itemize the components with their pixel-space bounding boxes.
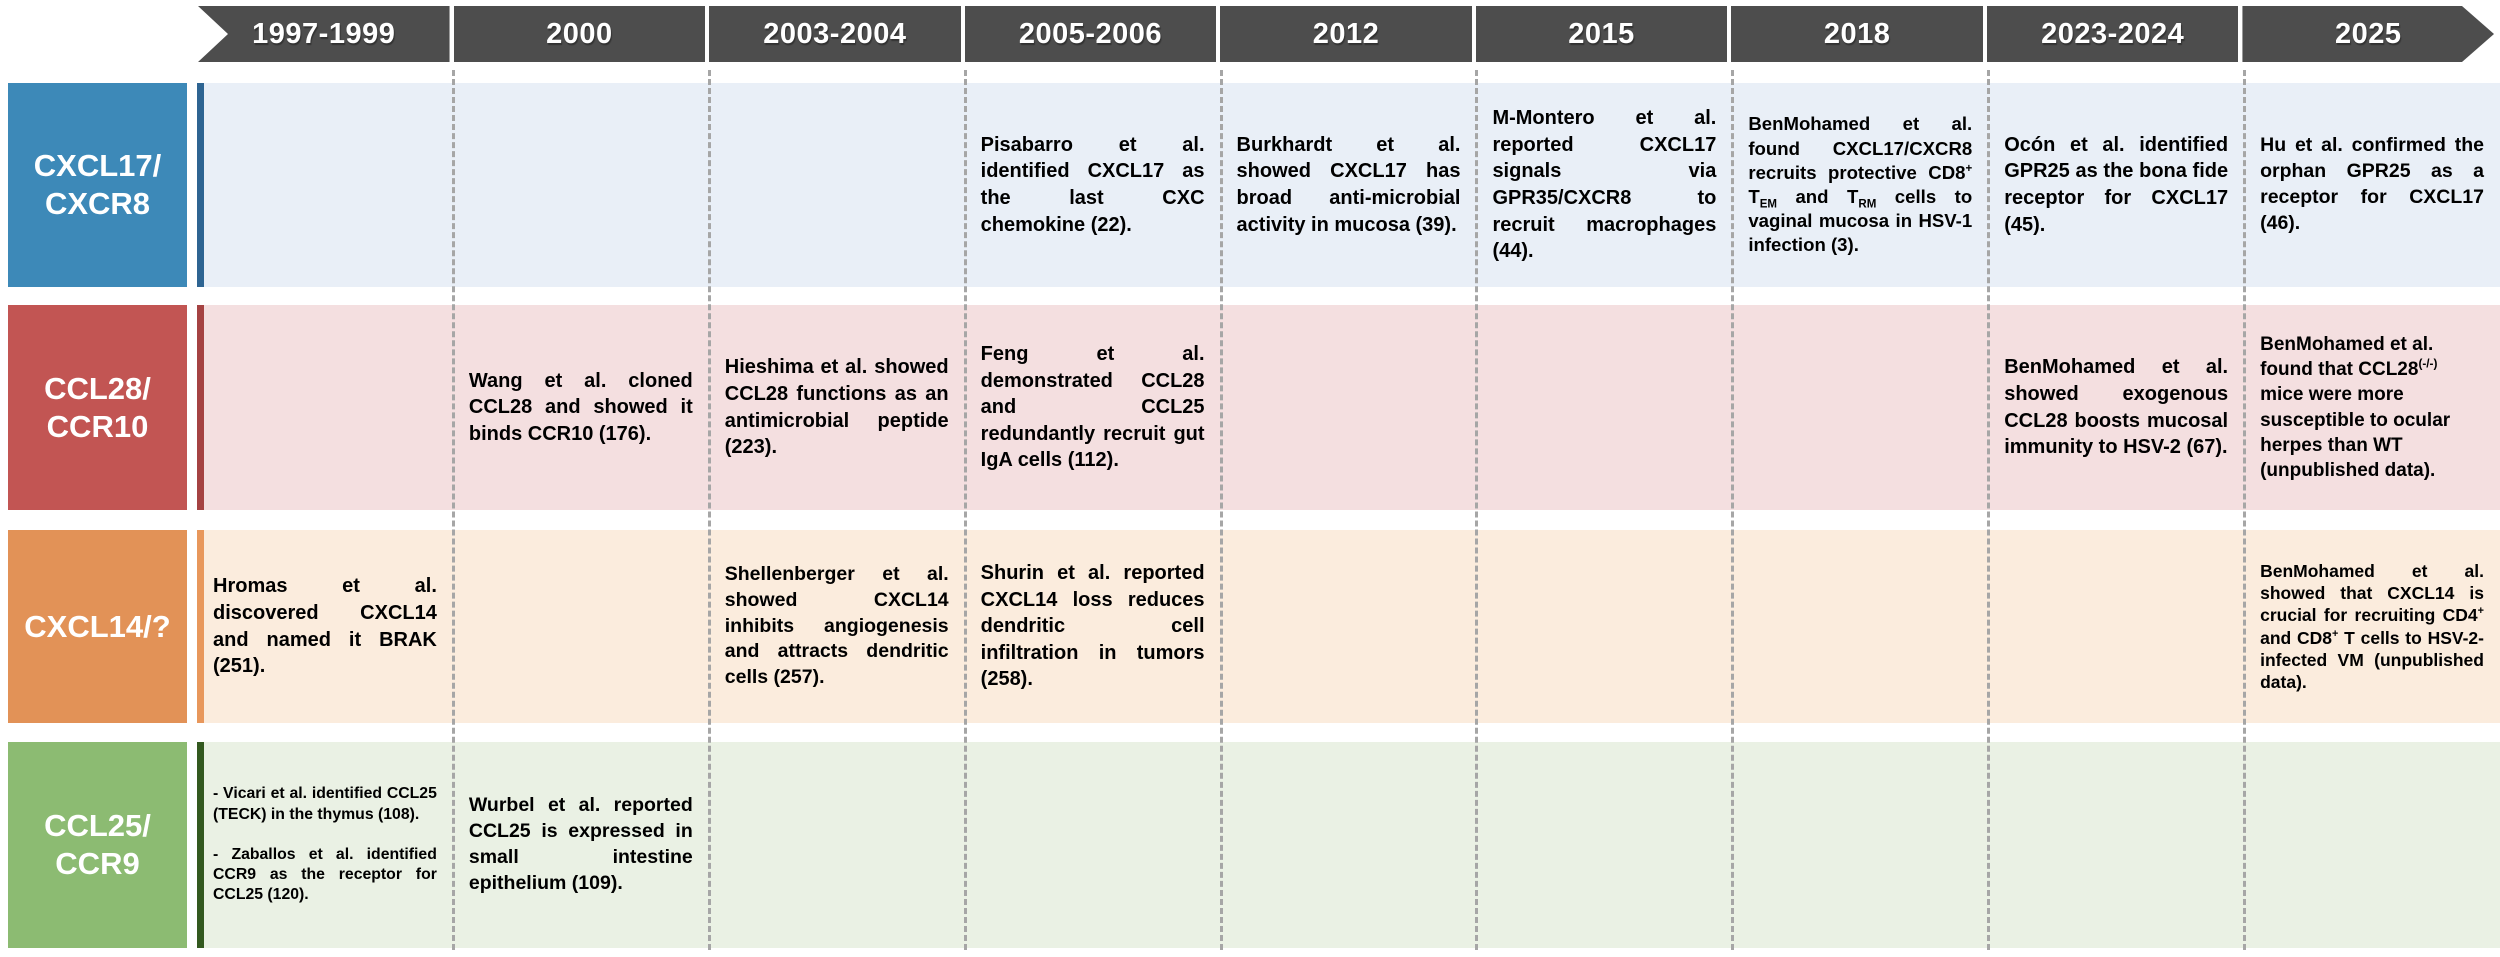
row-cxcl17-cxcr8: CXCL17/CXCR8 Pisabarro et al. identified…: [0, 83, 2500, 287]
timeline-period-2018: 2018: [1731, 6, 1983, 62]
row-accent-bar: [197, 305, 204, 510]
timeline-entry-wang: Wang et al. cloned CCL28 and showed it b…: [468, 369, 693, 445]
column-separator: [1987, 70, 1990, 950]
column-separator: [708, 70, 711, 950]
timeline-entry-benmohamed-2018: BenMohamed et al. found CXCL17/CXCR8 rec…: [1748, 113, 1973, 256]
timeline-entry-benmohamed-2023: BenMohamed et al. showed exogenous CCL28…: [2004, 356, 2229, 459]
timeline-entry-hromas: Hromas et al. discovered CXCL14 and name…: [213, 575, 437, 678]
row-label-text: CXCL14/?: [24, 608, 171, 644]
timeline-entry-feng: Feng et al. demonstrated CCL28 and CCL25…: [980, 343, 1205, 472]
timeline-entry-wurbel: Wurbel et al. reported CCL25 is expresse…: [468, 794, 693, 894]
timeline-entry-shurin: Shurin et al. reported CXCL14 loss reduc…: [980, 562, 1205, 691]
timeline-header: 1997-1999 2000 2003-2004 2005-2006 2012 …: [198, 6, 2494, 62]
row-band-cxcl14: Hromas et al. discovered CXCL14 and name…: [197, 530, 2500, 723]
timeline-entry-benmohamed-2025-cxcl14: BenMohamed et al. showed that CXCL14 is …: [2260, 561, 2484, 692]
row-band-ccl25-ccr9: - Vicari et al. identified CCL25 (TECK) …: [197, 742, 2500, 948]
timeline-period-2005-2006: 2005-2006: [964, 6, 1217, 62]
timeline-entry-hu: Hu et al. confirmed the orphan GPR25 as …: [2260, 134, 2484, 234]
timeline-period-2023-2024: 2023-2024: [1986, 6, 2239, 62]
column-separator: [1475, 70, 1478, 950]
timeline-period-2003-2004: 2003-2004: [709, 6, 961, 62]
timeline-entry-ocon: Ocón et al. identified GPR25 as the bona…: [2004, 133, 2229, 236]
row-band-cxcl17-cxcr8: Pisabarro et al. identified CXCL17 as th…: [197, 83, 2500, 287]
row-label-cxcl17-cxcr8: CXCL17/CXCR8: [8, 83, 187, 287]
column-separator: [452, 70, 455, 950]
timeline-entry-shellenberger: Shellenberger et al. showed CXCL14 inhib…: [724, 562, 949, 689]
timeline-period-2000: 2000: [453, 6, 706, 62]
timeline-entry-hieshima: Hieshima et al. showed CCL28 functions a…: [724, 356, 949, 459]
row-label-ccl25-ccr9: CCL25/CCR9: [8, 742, 187, 948]
column-separator: [2243, 70, 2246, 950]
row-label-cxcl14: CXCL14/?: [8, 530, 187, 723]
row-ccl25-ccr9: CCL25/CCR9 - Vicari et al. identified CC…: [0, 742, 2500, 948]
row-band-ccl28-ccr10: Wang et al. cloned CCL28 and showed it b…: [197, 305, 2500, 510]
row-cxcl14: CXCL14/? Hromas et al. discovered CXCL14…: [0, 530, 2500, 723]
row-accent-bar: [197, 742, 204, 948]
timeline-period-2015: 2015: [1475, 6, 1728, 62]
row-accent-bar: [197, 530, 204, 723]
column-separator: [964, 70, 967, 950]
timeline-period-2012: 2012: [1220, 6, 1472, 62]
timeline-entry-burkhardt: Burkhardt et al. showed CXCL17 has broad…: [1236, 133, 1461, 236]
row-label-text: CCL25/CCR9: [44, 808, 151, 881]
row-ccl28-ccr10: CCL28/CCR10 Wang et al. cloned CCL28 and…: [0, 305, 2500, 510]
timeline-entry-vicari-zaballos: - Vicari et al. identified CCL25 (TECK) …: [213, 785, 437, 904]
column-separator: [1220, 70, 1223, 950]
timeline-entry-pisabarro: Pisabarro et al. identified CXCL17 as th…: [980, 133, 1205, 236]
timeline-entry-m-montero: M-Montero et al. reported CXCL17 signals…: [1492, 107, 1717, 263]
timeline-entry-benmohamed-2025-ccl28: BenMohamed et al. found that CCL28(-/-) …: [2260, 333, 2451, 482]
row-label-text: CXCL17/CXCR8: [33, 148, 162, 221]
timeline-period-2025: 2025: [2242, 6, 2494, 62]
timeline-period-1997-1999: 1997-1999: [198, 6, 450, 62]
row-label-ccl28-ccr10: CCL28/CCR10: [8, 305, 187, 510]
column-separator: [1731, 70, 1734, 950]
row-label-text: CCL28/CCR10: [44, 370, 151, 444]
row-accent-bar: [197, 83, 204, 287]
